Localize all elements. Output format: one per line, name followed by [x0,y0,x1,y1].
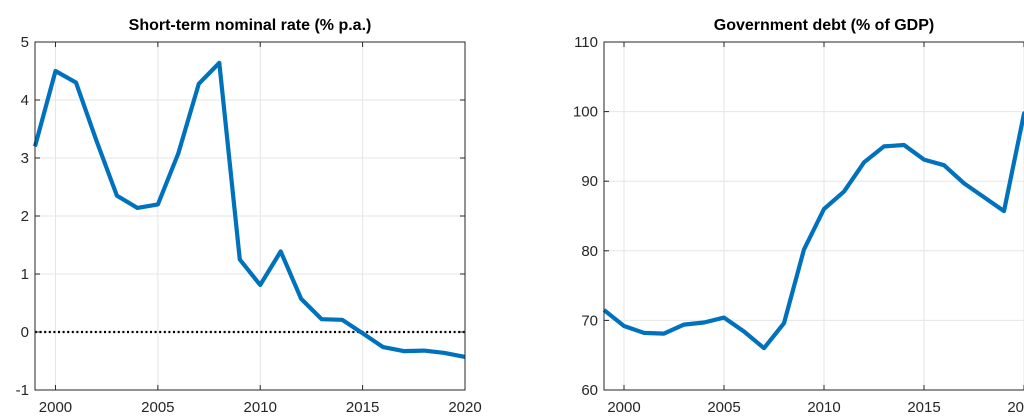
y-tick-label: 2 [21,208,29,225]
y-tick-label: 110 [574,34,598,51]
chart-2: 60 70 80 90 100 110 2000 2005 2010 2015 2020 Govern… [573,17,1024,416]
series-line-1 [602,111,1024,351]
y-tick-label: 70 [581,312,598,329]
y-tick-label: 1 [21,266,29,283]
y-tick-label: -1 [16,382,29,399]
y-tick-label: 60 [581,382,598,399]
x-tick-label: 2020 [1007,399,1024,416]
y-tick-label: 5 [21,34,29,51]
x-tick-label: 2005 [707,399,740,416]
x-tick-label: 2010 [807,399,840,416]
y-tick-label: 100 [573,104,598,121]
chart-title: Government debt (% of GDP) [714,17,934,34]
y-tick-label: 3 [21,150,29,167]
y-tick-label: 4 [21,92,29,109]
chart-title: Short-term nominal rate (% p.a.) [129,17,372,34]
plot-frame [603,41,1024,391]
x-tick-label: 2010 [244,399,277,416]
x-tick-label: 2000 [607,399,640,416]
chart-1: -1 0 1 2 3 4 5 2000 2005 2010 2015 2020 Short-term n… [16,17,482,416]
y-tick-label: 80 [581,243,598,260]
x-tick-label: 2015 [346,399,379,416]
y-tick-label: 0 [21,324,29,341]
x-tick-label: 2015 [907,399,940,416]
y-tick-label: 90 [581,173,598,190]
x-tick-label: 2005 [141,399,174,416]
x-tick-label: 2020 [448,399,481,416]
series-line-1 [32,60,466,359]
x-tick-label: 2000 [39,399,72,416]
